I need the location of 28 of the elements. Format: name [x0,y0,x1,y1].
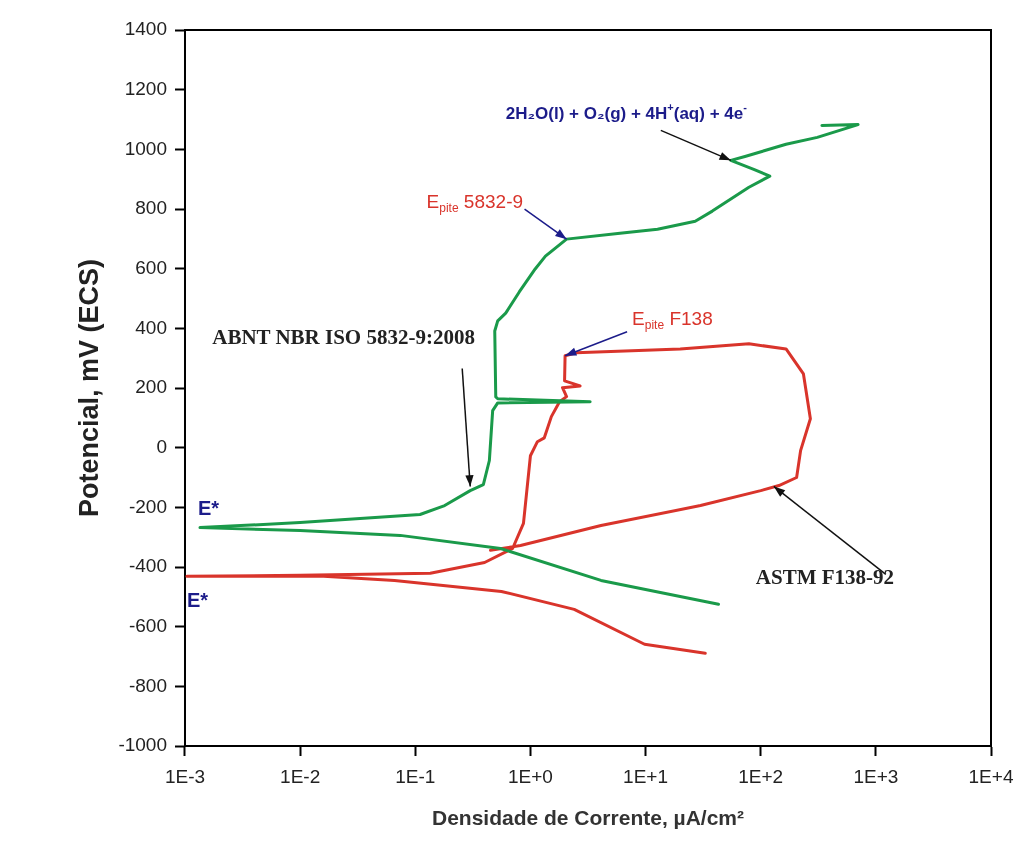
y-tick-label: 1000 [124,137,167,159]
y-tick-label: 1200 [124,77,167,99]
y-tick-label: 800 [135,197,167,219]
annotation: E* [198,497,220,520]
x-tick-label: 1E+3 [853,765,899,787]
y-tick-label: 200 [135,376,167,398]
x-tick-label: 1E-3 [164,765,206,787]
x-tick-label: 1E+0 [507,765,553,787]
x-tick-label: 1E+2 [738,765,784,787]
x-tick-label: 1E-1 [395,765,436,787]
annotation: ABNT NBR ISO 5832-9:2008 [212,324,475,349]
x-tick-label: 1E-2 [280,765,321,787]
y-tick-label: -400 [128,555,167,577]
annotation: 2H₂O(l) + O₂(g) + 4H+(aq) + 4e- [505,100,748,124]
y-tick-label: 1400 [124,18,167,40]
y-tick-label: -600 [128,614,167,636]
y-tick-label: -800 [128,674,167,696]
x-tick-label: 1E+1 [623,765,669,787]
annotation: E* [186,588,209,611]
y-axis-title: Potencial, mV (ECS) [73,258,104,518]
y-tick-label: -200 [128,495,167,517]
annotation: ASTM F138-92 [755,564,895,589]
y-tick-label: -1000 [118,734,167,756]
y-tick-label: 600 [135,256,167,278]
x-axis-title: Densidade de Corrente, µA/cm² [431,806,745,830]
y-tick-label: 400 [135,316,167,338]
x-tick-label: 1E+4 [968,765,1014,787]
y-tick-label: 0 [156,435,167,457]
